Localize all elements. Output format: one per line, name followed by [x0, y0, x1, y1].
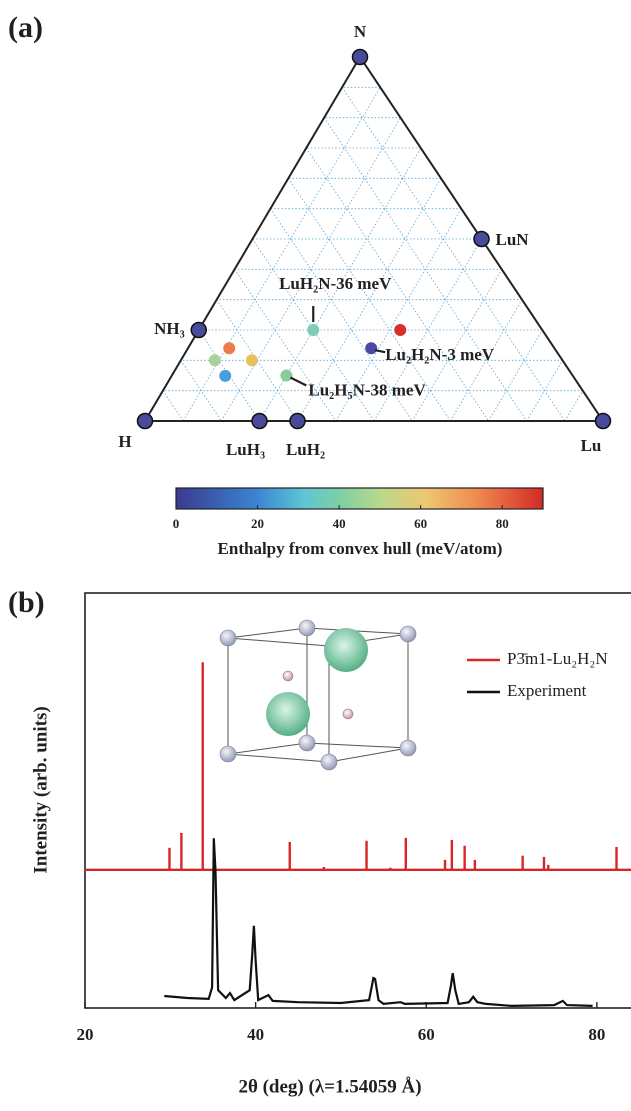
figure: (a) (b) N H Lu LuN NH₃ LuH₃ LuH₂ LuH₂N-36 meV Lu…	[0, 0, 631, 1111]
composition-point	[209, 354, 221, 366]
composition-point	[307, 324, 319, 336]
colorbar-tick-label: 40	[333, 516, 346, 531]
crystal-structure	[220, 620, 416, 770]
grid-line	[342, 87, 565, 421]
point-label: LuH₂N-36 meV	[279, 274, 392, 293]
grid-line	[221, 118, 400, 421]
composition-point	[223, 342, 235, 354]
leader-line	[290, 378, 306, 386]
composition-point	[353, 50, 368, 65]
panel-label: (b)	[8, 586, 45, 619]
x-axis-label: 2θ (deg) (λ=1.54059 Å)	[238, 1076, 421, 1097]
composition-point	[596, 414, 611, 429]
legend-label: Experiment	[507, 681, 587, 700]
point-label: H	[118, 432, 131, 451]
composition-point	[191, 323, 206, 338]
composition-point	[219, 370, 231, 382]
triangle	[145, 57, 603, 421]
colorbar-tick-label: 80	[496, 516, 509, 531]
grid-line	[565, 391, 583, 421]
colorbar-tick-label: 20	[251, 516, 264, 531]
composition-point	[246, 354, 258, 366]
x-tick-label: 80	[588, 1025, 605, 1044]
x-tick-label: 40	[247, 1025, 264, 1044]
composition-point	[138, 414, 153, 429]
point-label: LuH₂	[286, 440, 325, 459]
point-label: LuN	[496, 230, 530, 249]
grid-line	[163, 391, 183, 421]
composition-point	[252, 414, 267, 429]
x-tick-label: 20	[77, 1025, 94, 1044]
composition-point	[290, 414, 305, 429]
leader-line	[375, 350, 385, 352]
legend-label: P3̄m1-Lu₂H₂N	[507, 649, 608, 668]
colorbar-tick-label: 60	[414, 516, 427, 531]
point-label: Lu₂H₂N-3 meV	[385, 345, 495, 364]
grid-line	[183, 87, 380, 421]
composition-point	[280, 370, 292, 382]
panel-label: (a)	[8, 11, 43, 44]
colorbar-tick-label: 0	[173, 516, 180, 531]
point-label: Lu₂H₅N-38 meV	[308, 380, 426, 399]
line	[164, 838, 592, 1006]
point-label: LuH₃	[226, 440, 265, 459]
composition-point	[394, 324, 406, 336]
colorbar-label: Enthalpy from convex hull (meV/atom)	[218, 539, 503, 558]
grid-line	[489, 330, 543, 421]
composition-point	[474, 232, 489, 247]
composition-point	[365, 342, 377, 354]
point-label: NH₃	[154, 319, 185, 338]
x-tick-label: 60	[418, 1025, 435, 1044]
colorbar	[176, 488, 543, 509]
point-label: N	[354, 22, 367, 41]
y-axis-label: Intensity (arb. units)	[30, 706, 51, 873]
point-label: Lu	[581, 436, 602, 455]
